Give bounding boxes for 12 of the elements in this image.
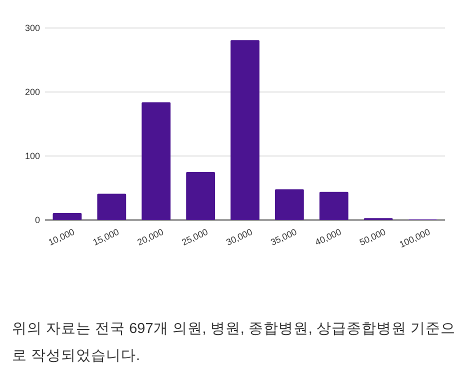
y-tick-label: 200 xyxy=(24,87,40,97)
bar xyxy=(230,40,260,220)
bar xyxy=(52,212,82,220)
bar xyxy=(186,172,215,220)
bar xyxy=(275,189,304,220)
bar xyxy=(142,102,171,220)
y-tick-label: 0 xyxy=(34,215,40,225)
y-tick-label: 300 xyxy=(24,23,40,33)
bar xyxy=(319,192,348,220)
y-tick-label: 100 xyxy=(24,151,40,161)
text: 위의 자료는 전국 697개 의원, 병원, 종합병원, 상급종합병원 기준으로 작성되었습니다. xyxy=(12,320,457,366)
bar xyxy=(97,194,126,220)
